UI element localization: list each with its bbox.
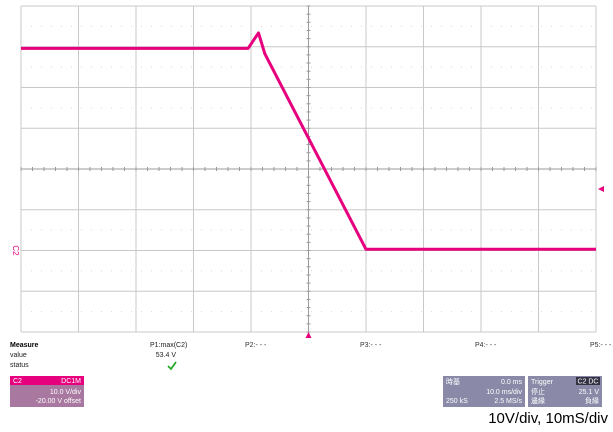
trigger-level-marker[interactable]: [598, 185, 604, 192]
oscilloscope-display: C2 P2:- - -P3:- - -P4:- - -P5:- - -P6:- …: [10, 5, 612, 407]
measure-value-label: value: [10, 352, 27, 359]
timebase-box[interactable]: 時基 0.0 ms 10.0 ms/div 250 kS 2.5 MS/s: [443, 376, 525, 407]
timebase-per-div: 10.0 ms/div: [486, 389, 522, 396]
timebase-samples: 250 kS: [446, 398, 468, 405]
channel-coupling: DC1M: [61, 378, 81, 385]
cursor-label: P5:- - -: [590, 342, 612, 349]
trigger-box[interactable]: Trigger C2 DC 停止 25.1 V 邊緣 負緣: [528, 376, 602, 407]
trigger-level: 25.1 V: [579, 389, 600, 396]
trigger-badge-bg: [576, 377, 600, 385]
trigger-badge: C2 DC: [577, 379, 598, 386]
cursor-labels: P2:- - -P3:- - -P4:- - -P5:- - -P6:- - -: [245, 342, 612, 349]
cursor-label: P2:- - -: [245, 342, 267, 349]
waveform-trace: [20, 31, 597, 251]
trigger-time-marker[interactable]: [305, 332, 312, 338]
channel-offset: -20.00 V offset: [36, 398, 81, 405]
series-line-0: [21, 31, 596, 251]
measure-value: 53.4 V: [156, 352, 177, 359]
channel-scale: 10.0 V/div: [50, 389, 82, 396]
trigger-type: 邊緣: [531, 396, 545, 405]
timebase-box-bg: [443, 376, 525, 407]
measure-status-label: status: [10, 362, 29, 369]
scale-caption: 10V/div, 10mS/div: [488, 410, 608, 427]
trigger-mode: 停止: [531, 387, 545, 396]
graticule: [20, 5, 597, 333]
cursor-label: P4:- - -: [475, 342, 497, 349]
channel-name: C2: [13, 378, 22, 385]
measure-panel: Measure value status P1:max(C2) 53.4 V: [10, 342, 187, 371]
channel-box-header: [10, 376, 84, 385]
timebase-delay: 0.0 ms: [501, 379, 523, 386]
channel-offset-marker[interactable]: C2: [11, 245, 20, 256]
trigger-title: Trigger: [531, 379, 554, 386]
trigger-slope: 負緣: [585, 396, 599, 405]
timebase-title: 時基: [446, 377, 460, 386]
measure-heading: Measure: [10, 342, 39, 349]
channel-box[interactable]: C2 DC1M 10.0 V/div -20.00 V offset: [10, 376, 84, 407]
measure-param: P1:max(C2): [150, 342, 187, 349]
checkmark-icon: [167, 361, 177, 371]
markers: C2: [11, 185, 604, 338]
timebase-rate: 2.5 MS/s: [494, 398, 522, 405]
cursor-label: P3:- - -: [360, 342, 382, 349]
